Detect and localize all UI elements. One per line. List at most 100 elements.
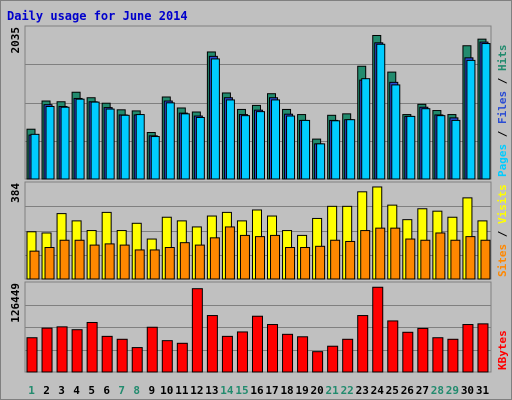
panel-kbytes: 126449 KBytes [9,281,509,373]
x-tick-label-day-18: 18 [280,384,293,397]
bar-kbytes-day-23 [357,315,369,373]
bar-pages-day-21 [331,120,341,180]
x-tick-label-day-4: 4 [73,384,80,397]
x-tick-label-day-20: 20 [311,384,324,397]
x-tick-label-day-14: 14 [220,384,234,397]
x-tick-label-day-8: 8 [133,384,140,397]
bar-sites-day-15 [239,234,250,280]
bar-kbytes-day-4 [71,329,83,373]
x-tick-label-day-15: 15 [235,384,248,397]
x-tick-label-day-25: 25 [386,384,399,397]
bar-sites-day-4 [74,239,85,280]
bar-pages-day-25 [391,84,401,180]
chart-panels: 2035 Pages / Files / Hits 384 Sites / Visit… [9,25,509,373]
series-pages [30,43,491,180]
bar-pages-day-9 [150,136,160,180]
x-tick-label-day-1: 1 [28,384,35,397]
bar-sites-day-16 [254,236,265,280]
bar-kbytes-day-31 [477,323,489,373]
bar-sites-day-11 [179,242,190,280]
bar-kbytes-day-20 [312,351,324,373]
bar-pages-day-31 [481,43,491,180]
legend-item-pages: Pages [496,144,509,177]
bar-sites-day-3 [59,239,70,280]
x-tick-label-day-6: 6 [103,384,110,397]
bar-pages-day-11 [180,113,190,180]
bar-kbytes-day-27 [417,327,429,373]
bar-kbytes-day-22 [342,338,354,373]
bar-kbytes-day-16 [251,315,263,373]
bar-pages-day-3 [60,106,70,180]
legend-item-visits: Visits [496,184,509,224]
bar-pages-day-29 [451,119,461,180]
bar-kbytes-day-30 [462,324,474,373]
bar-kbytes-day-25 [387,320,399,373]
x-tick-label-day-22: 22 [341,384,354,397]
legend-separator: / [496,71,509,91]
bar-kbytes-day-19 [297,336,309,373]
x-axis-day-labels: 1 2 3 4 5 6 7 8 9 10 11 12 13 14 15 16 17 18 19 20 21 22 23 24 2… [28,384,489,397]
y-max-label: 384 [9,183,22,203]
x-tick-label-day-30: 30 [461,384,474,397]
bar-kbytes-day-3 [56,326,68,373]
x-tick-label-day-17: 17 [265,384,278,397]
bar-kbytes-day-11 [176,342,188,373]
bar-sites-day-22 [345,240,356,280]
series-sites [29,226,491,280]
bar-kbytes-day-21 [327,345,339,373]
legend-item-hits: Hits [496,45,509,72]
panel-pages_files_hits: 2035 Pages / Files / Hits [9,25,509,180]
bar-pages-day-19 [301,119,311,180]
bar-kbytes-day-12 [191,288,203,373]
x-tick-label-day-16: 16 [250,384,264,397]
bar-pages-day-23 [361,78,371,180]
bar-sites-day-30 [465,236,476,280]
bar-sites-day-26 [405,238,416,280]
bar-pages-day-10 [165,102,175,180]
bar-sites-day-5 [89,244,100,280]
bar-sites-day-20 [315,245,326,280]
bar-kbytes-day-28 [432,337,444,373]
bar-sites-day-2 [44,247,55,280]
x-tick-label-day-24: 24 [371,384,385,397]
bar-pages-day-1 [30,133,40,180]
bar-sites-day-28 [435,232,446,280]
bar-pages-day-5 [90,101,100,180]
x-tick-label-day-29: 29 [446,384,459,397]
bar-sites-day-14 [224,226,235,280]
x-tick-label-day-7: 7 [118,384,125,397]
bar-kbytes-day-17 [267,324,279,373]
x-tick-label-day-31: 31 [476,384,490,397]
x-tick-label-day-28: 28 [431,384,444,397]
bar-kbytes-day-5 [86,321,98,373]
y-max-label: 2035 [9,27,22,54]
bar-kbytes-day-10 [161,340,173,373]
bar-kbytes-day-2 [41,327,53,373]
bar-sites-day-18 [285,247,296,280]
bar-sites-day-9 [149,249,160,280]
x-tick-label-day-26: 26 [401,384,415,397]
chart-title: Daily usage for June 2014 [7,9,188,23]
bar-pages-day-22 [346,119,356,180]
y-max-label: 126449 [9,283,22,323]
bar-kbytes-day-29 [447,338,459,373]
bar-kbytes-day-26 [402,331,414,373]
bar-pages-day-26 [406,115,416,180]
bar-pages-day-6 [105,108,115,180]
bar-sites-day-8 [134,249,145,280]
bar-pages-day-18 [286,115,296,180]
x-tick-label-day-2: 2 [43,384,50,397]
bar-sites-day-21 [330,239,341,280]
bar-kbytes-day-14 [221,335,233,373]
bar-kbytes-day-9 [146,326,158,373]
bar-pages-day-12 [195,116,205,180]
x-tick-label-day-11: 11 [175,384,189,397]
bar-pages-day-28 [436,115,446,180]
bar-kbytes-day-24 [372,286,384,373]
bar-pages-day-16 [255,111,265,180]
x-tick-label-day-19: 19 [295,384,308,397]
bar-sites-day-12 [194,244,205,280]
bar-kbytes-day-15 [236,331,248,373]
legend-item-kbytes: KBytes [496,330,509,370]
